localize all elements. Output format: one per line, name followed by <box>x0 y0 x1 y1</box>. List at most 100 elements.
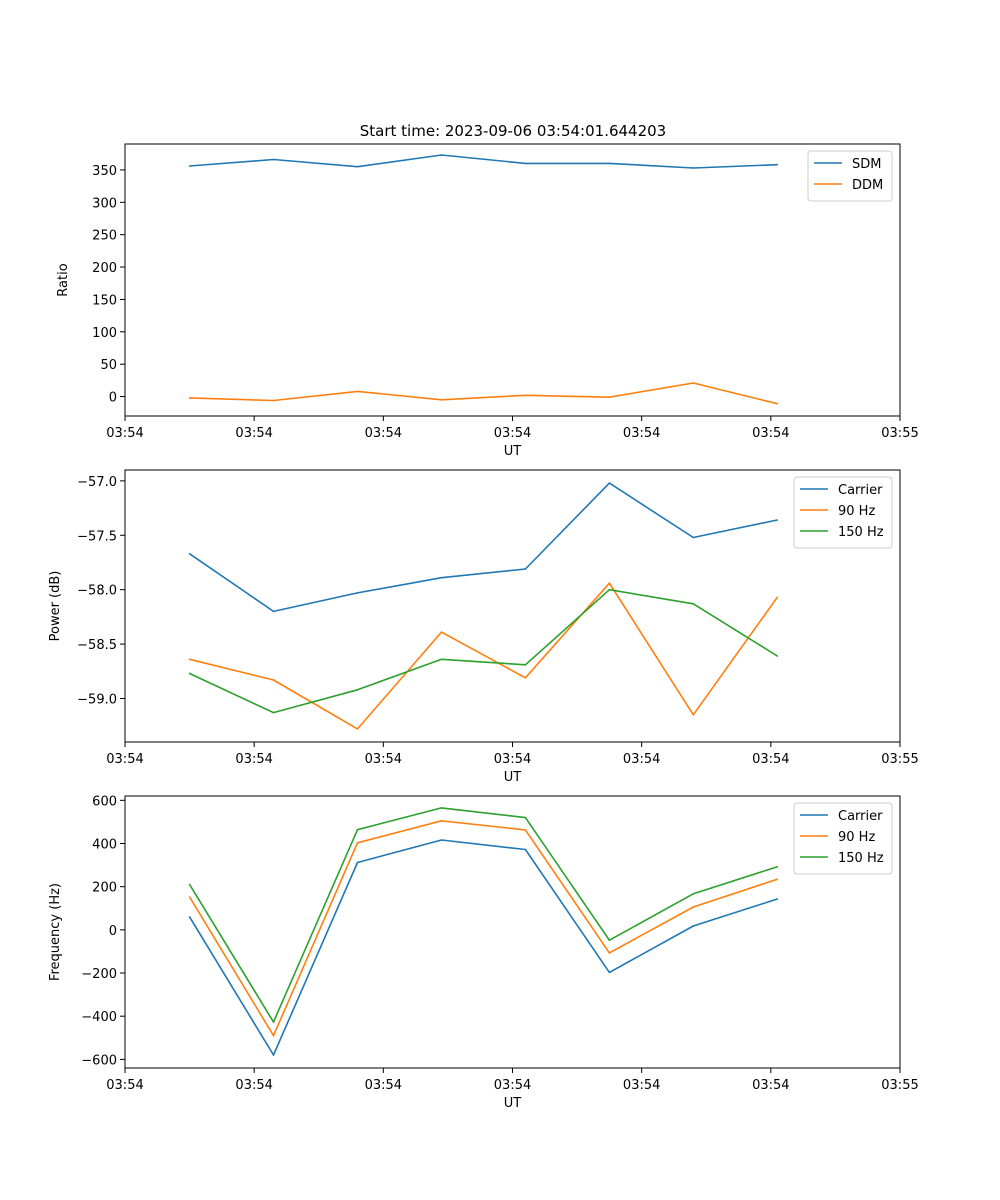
y-tick-label: −59.0 <box>77 692 117 707</box>
legend-label: 90 Hz <box>838 830 875 845</box>
series-line-carrier <box>189 482 778 613</box>
x-tick-label: 03:54 <box>752 1078 789 1093</box>
legend-label: 150 Hz <box>838 525 884 540</box>
data-point <box>608 482 611 484</box>
y-tick-label: 300 <box>92 196 117 211</box>
legend-label: 150 Hz <box>838 851 884 866</box>
series-line-90-hz <box>189 582 778 730</box>
data-point <box>692 714 695 716</box>
x-tick-label: 03:54 <box>235 1078 272 1093</box>
x-tick-label: 03:54 <box>106 426 143 441</box>
data-point <box>272 711 275 714</box>
data-point <box>524 568 527 570</box>
data-point <box>188 883 191 886</box>
data-point <box>356 165 359 168</box>
data-point <box>692 906 695 908</box>
data-point <box>440 839 443 841</box>
x-tick-label: 03:54 <box>235 752 272 767</box>
data-point <box>188 397 191 399</box>
x-tick-label: 03:54 <box>365 1078 402 1093</box>
data-point <box>692 167 695 169</box>
data-point <box>524 829 527 831</box>
data-point <box>272 158 275 161</box>
y-tick-label: 200 <box>92 881 117 896</box>
series-line-90-hz <box>188 819 778 1037</box>
x-tick-label: 03:54 <box>494 1078 531 1093</box>
data-point <box>692 603 695 605</box>
data-point <box>776 898 779 900</box>
data-point <box>272 1034 275 1037</box>
data-point <box>356 390 359 393</box>
data-point <box>188 896 191 898</box>
data-point <box>440 820 443 822</box>
x-tick-label: 03:54 <box>365 426 402 441</box>
data-point <box>188 552 191 555</box>
y-tick-label: 200 <box>92 261 117 276</box>
legend-label: SDM <box>852 157 881 172</box>
y-tick-label: −57.0 <box>77 475 117 490</box>
data-point <box>692 382 695 384</box>
x-tick-label: 03:54 <box>106 1078 143 1093</box>
x-tick-label: 03:55 <box>881 426 918 441</box>
data-point <box>692 536 695 539</box>
y-tick-label: 0 <box>109 924 117 939</box>
x-tick-label: 03:54 <box>365 752 402 767</box>
x-axis-label: UT <box>504 1096 522 1111</box>
y-tick-label: −400 <box>81 1010 117 1025</box>
data-point <box>356 861 359 864</box>
y-tick-label: 50 <box>100 358 117 373</box>
x-tick-label: 03:54 <box>106 752 143 767</box>
legend-label: Carrier <box>838 809 883 824</box>
data-point <box>440 399 443 401</box>
series-line-ddm <box>189 382 778 405</box>
y-tick-label: 350 <box>92 164 117 179</box>
data-point <box>608 952 611 954</box>
data-point <box>188 165 191 167</box>
y-tick-label: −200 <box>81 967 117 982</box>
y-tick-label: 250 <box>92 229 117 244</box>
y-tick-label: 150 <box>92 293 117 308</box>
x-tick-label: 03:54 <box>752 752 789 767</box>
data-point <box>272 610 275 613</box>
series-line-150-hz <box>189 588 778 714</box>
chart-panel-2: 03:54 03:54 03:54 03:54 03:54 03:54 03:55 −59.0… <box>48 469 919 785</box>
y-tick-label: 400 <box>92 837 117 852</box>
data-point <box>524 848 527 851</box>
data-point <box>608 582 611 584</box>
data-point <box>608 939 611 942</box>
y-tick-label: −58.5 <box>77 638 117 653</box>
data-point <box>524 663 527 666</box>
y-tick-label: 100 <box>92 326 117 341</box>
data-point <box>776 596 779 599</box>
data-point <box>776 519 779 521</box>
x-tick-label: 03:54 <box>623 1078 660 1093</box>
x-axis-label: UT <box>504 444 522 459</box>
data-point <box>440 154 443 156</box>
data-point <box>776 866 779 868</box>
legend-label: 90 Hz <box>838 504 875 519</box>
data-point <box>272 679 275 681</box>
data-point <box>608 971 611 974</box>
x-tick-label: 03:54 <box>623 752 660 767</box>
legend-label: Carrier <box>838 483 883 498</box>
data-point <box>188 658 191 661</box>
y-axis-label: Frequency (Hz) <box>48 883 63 981</box>
data-point <box>440 576 443 579</box>
x-tick-label: 03:55 <box>881 1078 918 1093</box>
data-point <box>356 828 359 831</box>
data-point <box>440 658 443 661</box>
y-tick-label: −600 <box>81 1053 117 1068</box>
x-tick-label: 03:54 <box>494 752 531 767</box>
y-tick-label: 0 <box>109 391 117 406</box>
chart-panel-1: 03:54 03:54 03:54 03:54 03:54 03:54 03:55 0 50 10… <box>56 143 919 459</box>
data-point <box>440 631 443 633</box>
chart-panel-3: 03:54 03:54 03:54 03:54 03:54 03:54 03:55 −600 −… <box>48 794 919 1111</box>
data-point <box>776 878 779 881</box>
y-tick-label: −58.0 <box>77 584 117 599</box>
y-tick-label: 600 <box>92 794 117 809</box>
data-point <box>524 394 527 397</box>
legend-label: DDM <box>852 178 883 193</box>
figure-title: Start time: 2023-09-06 03:54:01.644203 <box>360 122 666 140</box>
x-tick-label: 03:54 <box>752 426 789 441</box>
data-point <box>608 588 611 591</box>
